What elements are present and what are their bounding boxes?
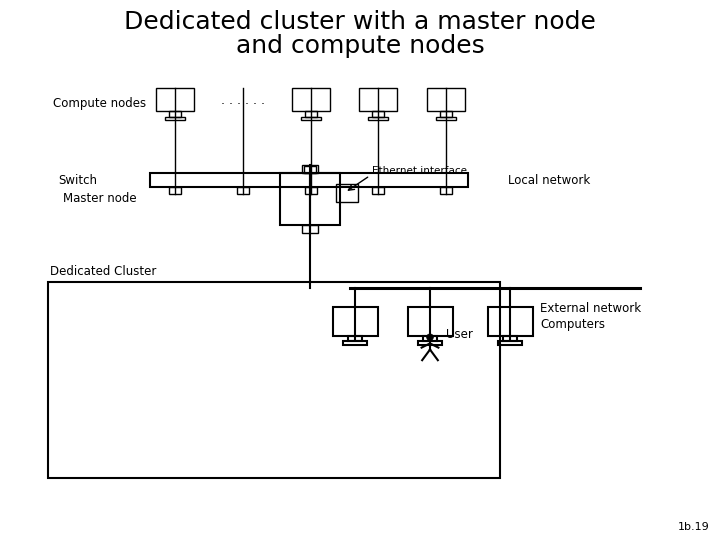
Bar (348, 335, 361, 341)
Bar (156, 88, 194, 111)
Bar (150, 173, 468, 187)
Bar (503, 335, 517, 341)
Bar (169, 111, 181, 117)
Bar (48, 282, 500, 478)
Text: and compute nodes: and compute nodes (235, 34, 485, 58)
Bar (423, 335, 437, 341)
Text: Ethernet interface: Ethernet interface (372, 166, 467, 176)
Bar (440, 187, 452, 194)
Bar (418, 341, 442, 345)
Circle shape (427, 334, 433, 341)
Bar (436, 117, 456, 120)
Bar (169, 187, 181, 194)
Text: Dedicated Cluster: Dedicated Cluster (50, 265, 156, 278)
Bar (343, 341, 367, 345)
Text: Switch: Switch (58, 173, 97, 186)
Bar (304, 166, 316, 173)
Bar (498, 341, 523, 345)
Bar (305, 111, 317, 117)
Bar (300, 117, 321, 120)
Bar (367, 117, 389, 120)
Bar (302, 225, 318, 233)
Bar (372, 187, 384, 194)
Bar (487, 307, 533, 335)
Bar (440, 111, 452, 117)
Bar (408, 307, 452, 335)
Bar (237, 187, 249, 194)
Text: Compute nodes: Compute nodes (53, 98, 146, 111)
Text: Computers: Computers (541, 318, 606, 330)
Bar (336, 184, 358, 201)
Text: Master node: Master node (63, 192, 137, 206)
Text: Local network: Local network (508, 173, 590, 186)
Bar (302, 165, 318, 173)
Bar (165, 117, 186, 120)
Text: · · · · · ·: · · · · · · (221, 98, 265, 111)
Text: User: User (446, 327, 473, 341)
Text: External network: External network (540, 302, 641, 315)
Bar (292, 88, 330, 111)
Bar (280, 173, 340, 225)
Bar (372, 111, 384, 117)
Bar (305, 187, 317, 194)
Text: 1b.19: 1b.19 (678, 522, 710, 532)
Bar (333, 307, 377, 335)
Bar (427, 88, 465, 111)
Text: Dedicated cluster with a master node: Dedicated cluster with a master node (124, 10, 596, 34)
Bar (359, 88, 397, 111)
